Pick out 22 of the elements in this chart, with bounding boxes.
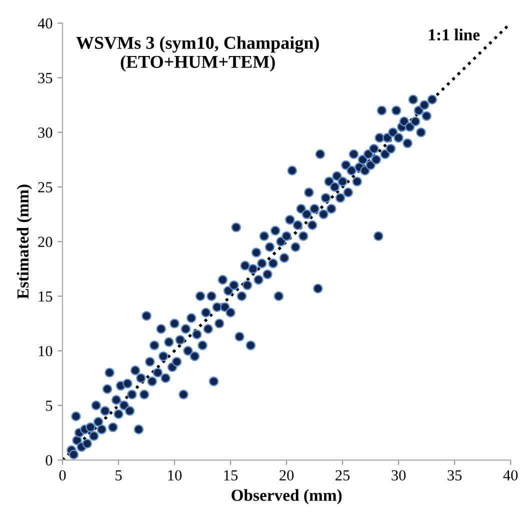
series-label: 1:1 line [429,28,480,40]
x-tick-label: 30 [392,470,406,481]
y-tick-label: 35 [38,72,52,84]
x-tick-label: 35 [448,470,462,481]
y-tick-label: 25 [38,182,52,192]
x-tick-label: 0 [59,470,66,481]
y-tick-label: 0 [46,455,52,466]
y-tick-label: 40 [38,18,52,29]
y-tick-label: 10 [38,346,52,356]
y-tick-label: 15 [38,291,52,302]
y-tick-label: 5 [46,400,52,411]
y-tick-label: 20 [38,236,52,248]
text: WSVMs 3 (sym10, Champaign) (ETO+HUM+TEM) [76,36,319,72]
x-tick-label: 20 [280,470,294,481]
x-tick-label: 25 [336,470,350,481]
x-axis-title: Observed (mm) [232,489,342,504]
x-tick-label: 10 [168,470,182,481]
x-tick-label: 40 [503,470,518,481]
x-tick-label: 15 [224,470,238,481]
y-tick-label: 30 [38,127,52,138]
x-tick-label: 5 [116,470,122,481]
y-axis-title: Estimated (mm) [16,184,32,299]
